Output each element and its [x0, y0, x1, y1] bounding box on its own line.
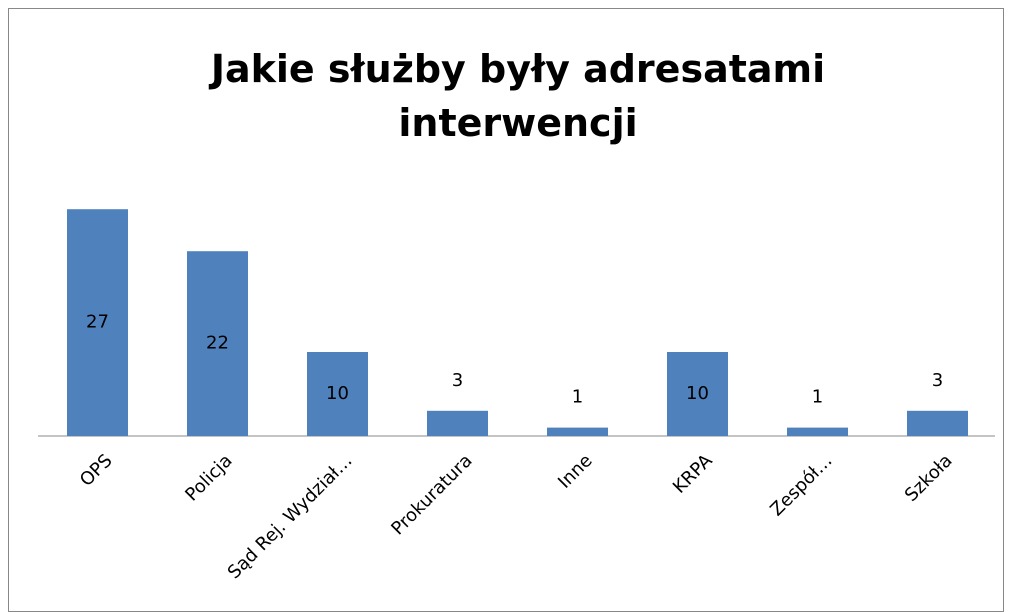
bar: [67, 209, 128, 436]
bar: [427, 410, 488, 436]
bar: [547, 427, 608, 436]
bar: [667, 352, 728, 436]
data-label: 3: [452, 370, 463, 391]
chart-border: [8, 8, 1004, 612]
data-label: 10: [326, 383, 349, 404]
bar: [187, 251, 248, 436]
data-label: 1: [812, 387, 823, 408]
data-label: 27: [86, 312, 109, 333]
bar: [907, 410, 968, 436]
data-label: 10: [686, 383, 709, 404]
data-label: 1: [572, 387, 583, 408]
data-label: 3: [932, 370, 943, 391]
bar: [307, 352, 368, 436]
bar: [787, 427, 848, 436]
data-label: 22: [206, 333, 229, 354]
chart-title: Jakie służby były adresatami interwencji: [210, 47, 826, 145]
